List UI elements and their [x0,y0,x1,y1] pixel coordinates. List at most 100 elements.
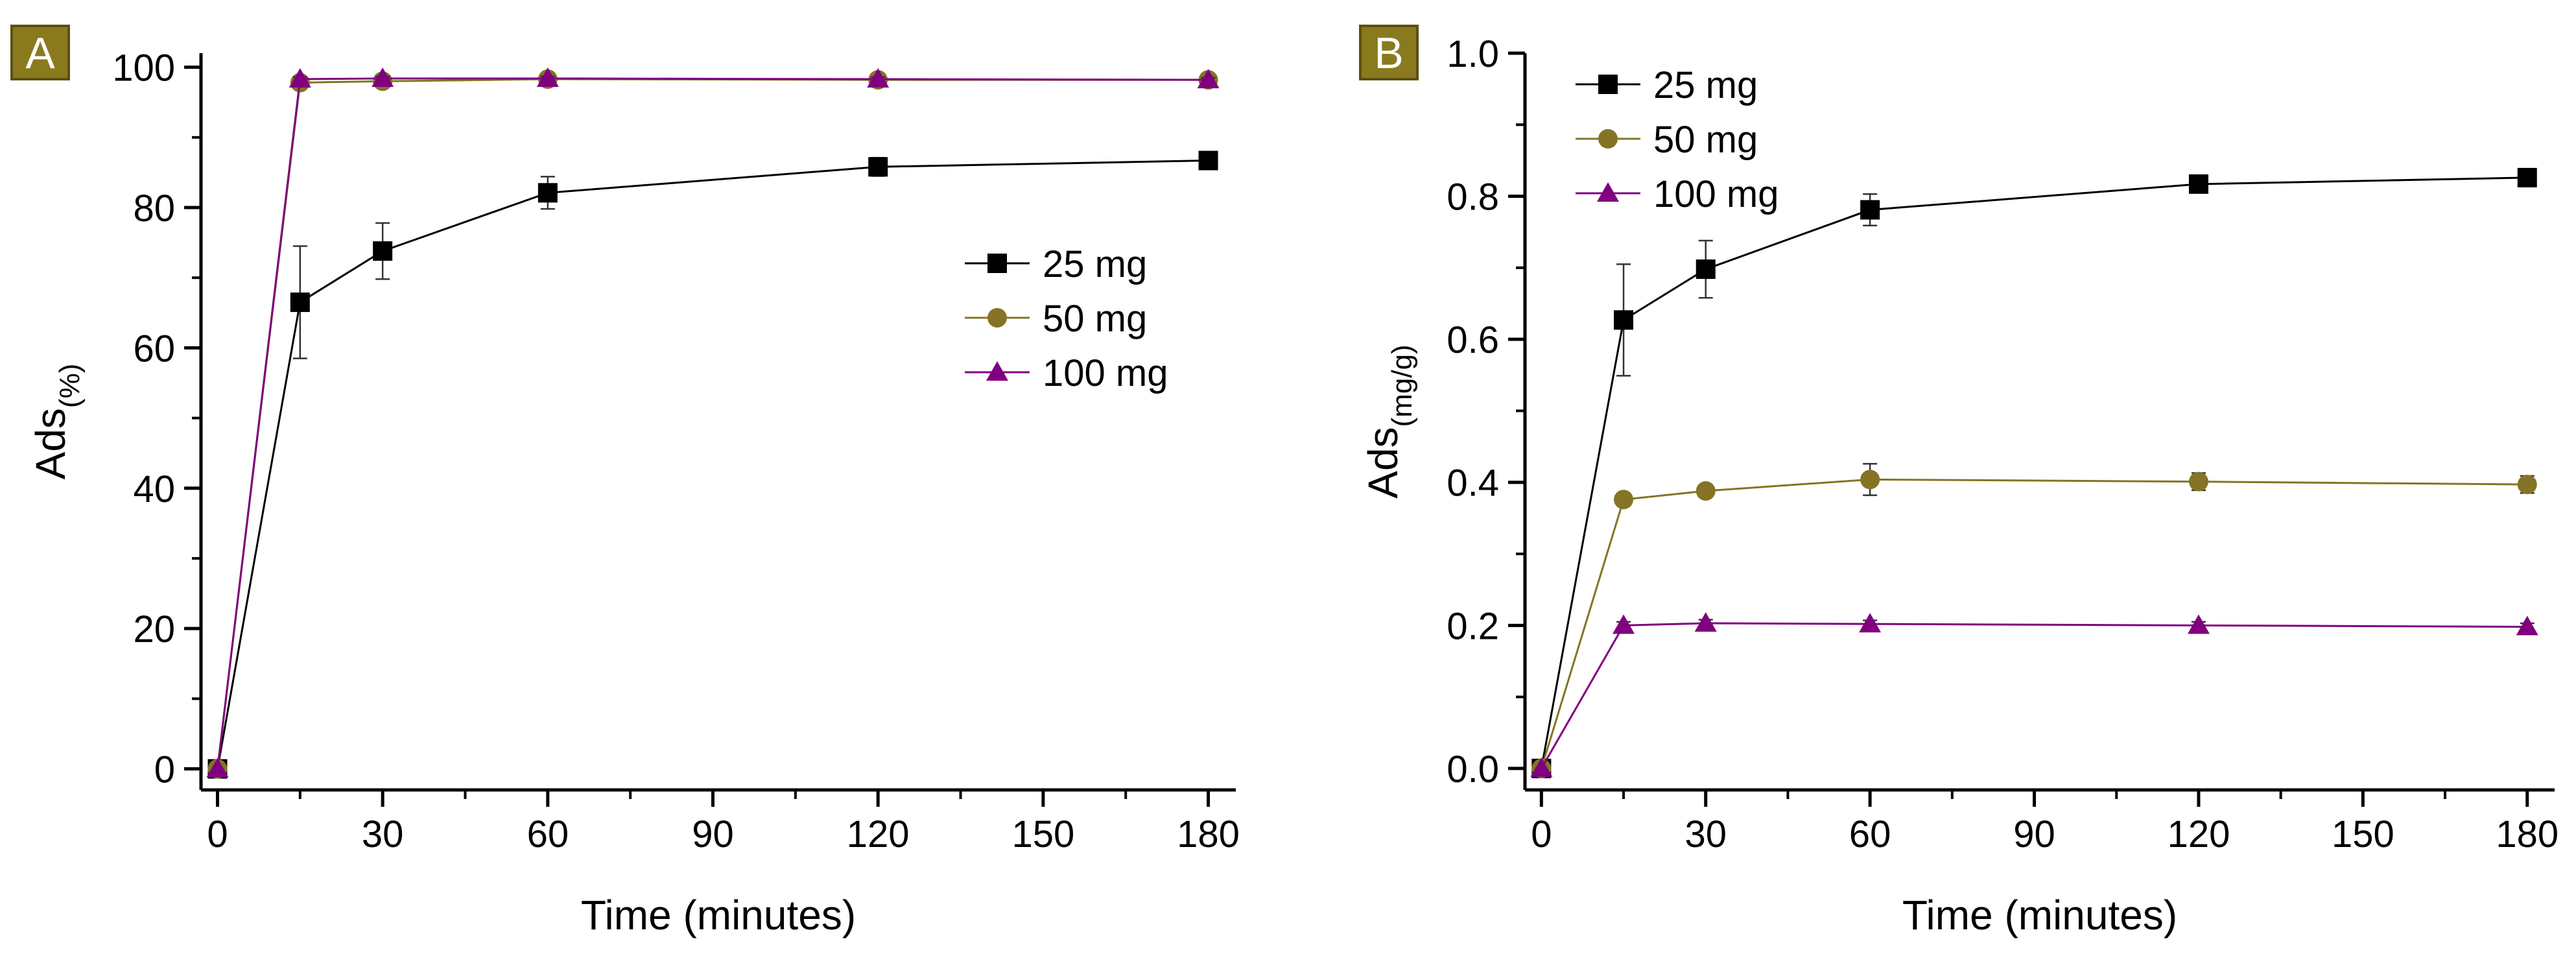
x-tick-label: 60 [1849,813,1891,855]
x-tick-label: 150 [1011,813,1074,855]
series-25-mg [207,150,1218,779]
data-point [2187,614,2210,634]
series-line [216,78,1209,769]
data-point [1860,200,1880,220]
legend-label: 50 mg [1653,119,1758,161]
data-point [2517,167,2537,187]
legend-label: 50 mg [1043,298,1147,340]
x-tick-label: 90 [2013,813,2055,855]
data-point [1696,481,1716,501]
y-axis-label: Ads(%) [27,364,86,480]
legend-entry: 50 mg [1576,119,1758,161]
data-point [1696,259,1716,280]
series-line [1540,176,2527,769]
y-axis-label: Ads(mg/g) [1360,344,1418,498]
data-point [1614,490,1634,510]
y-tick-label: 0.0 [1447,748,1499,791]
legend-entry: 25 mg [965,243,1147,285]
y-tick-label: 100 [112,47,175,89]
y-axis-label-main: Ads [27,408,74,479]
x-axis-label: Time (minutes) [581,892,856,938]
legend-marker [1598,129,1618,149]
panel-badge-box [1359,25,1419,80]
data-point [1694,612,1717,632]
series-line [216,160,1209,769]
panel-badge-label: A [25,29,55,78]
data-point [373,241,393,261]
y-axis-label-subscript: (mg/g) [1386,344,1418,427]
panel-badge-box [10,25,70,80]
legend-marker [1598,75,1618,94]
data-point [536,67,559,87]
panel-badge: B [1359,25,1419,80]
x-tick-label: 120 [2168,813,2230,855]
legend-label: 100 mg [1043,352,1168,394]
y-tick-label: 0.8 [1447,176,1499,219]
y-tick-label: 0 [154,749,175,791]
data-point [868,157,888,177]
data-point [290,292,310,313]
legend: 25 mg 50 mg 100 mg [965,243,1168,394]
x-tick-label: 180 [2496,813,2558,855]
y-tick-label: 20 [133,608,175,650]
x-axis-label: Time (minutes) [1902,892,2177,938]
legend: 25 mg 50 mg 100 mg [1576,64,1778,215]
x-tick-label: 60 [527,813,569,855]
series-line [216,77,1209,769]
legend-label: 100 mg [1653,173,1778,215]
y-axis-label-main: Ads [1360,427,1406,498]
data-point [206,757,229,778]
x-tick-label: 30 [1684,813,1727,855]
legend-entry: 25 mg [1576,64,1758,106]
data-point [1197,69,1220,89]
data-point [289,68,311,88]
series-100-mg [1530,612,2538,777]
y-axis-label-subscript: (%) [54,364,86,408]
legend-entry: 100 mg [965,352,1168,394]
legend-marker [1597,182,1619,202]
series-50-mg [1531,462,2537,778]
data-point [1613,614,1635,634]
x-tick-label: 30 [362,813,404,855]
series-line [1540,478,2527,769]
series-25-mg [1531,167,2537,778]
data-point [1860,470,1880,490]
y-tick-label: 0.2 [1447,605,1499,647]
series-50-mg [207,69,1218,779]
x-tick-label: 0 [1531,813,1552,855]
y-tick-label: 1.0 [1447,33,1499,75]
chart-panel-b: 0 30 60 90 120 150 180 0.0 0.2 0.4 0.6 0.8 1.0 Time (… [1359,25,2558,938]
series-line [1541,622,2527,769]
data-point [2516,615,2538,636]
chart-panel-a: 0 30 60 90 120 150 180 0 20 40 60 80 100 Time (minute… [10,25,1240,938]
data-point [2517,475,2537,495]
data-point [2188,471,2208,492]
data-point [538,183,558,203]
data-point [1859,613,1882,633]
y-tick-label: 0.4 [1447,462,1499,505]
data-point [1614,310,1634,330]
data-point [1530,757,1553,777]
legend-label: 25 mg [1653,64,1758,106]
data-point [372,67,394,87]
x-tick-label: 120 [847,813,910,855]
legend-entry: 100 mg [1576,173,1778,215]
y-tick-label: 0.6 [1447,319,1499,361]
x-tick-label: 180 [1177,813,1240,855]
x-tick-label: 90 [692,813,734,855]
y-tick-label: 60 [133,328,175,370]
legend-marker [987,254,1007,273]
panel-badge-label: B [1374,29,1403,78]
data-point [1198,150,1218,171]
legend-marker [986,361,1008,381]
legend-label: 25 mg [1043,243,1147,285]
x-tick-label: 150 [2332,813,2394,855]
y-tick-label: 40 [133,468,175,510]
legend-marker [987,308,1007,328]
data-point [2188,174,2208,194]
x-tick-label: 0 [207,813,228,855]
y-tick-label: 80 [133,187,175,230]
panel-badge: A [10,25,70,80]
series-100-mg [206,67,1220,778]
